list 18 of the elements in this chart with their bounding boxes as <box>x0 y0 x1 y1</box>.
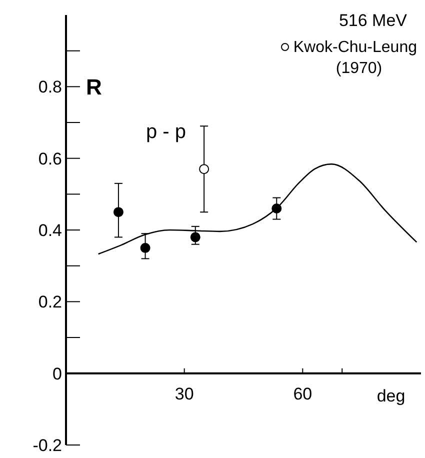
y-axis-title: R <box>86 74 102 100</box>
y-tick-label: 0 <box>52 364 62 384</box>
line-series <box>98 163 418 255</box>
legend-label: Kwok-Chu-Leung (1970) <box>293 39 417 77</box>
y-tick-label: 0.8 <box>38 78 62 97</box>
annotation: p - p <box>146 121 186 143</box>
annotation: 516 MeV <box>338 11 408 30</box>
y-tick-label: 0.4 <box>38 220 62 240</box>
point <box>199 164 210 174</box>
point <box>113 207 124 218</box>
y-tick-label: -0.2 <box>32 436 62 455</box>
x-tick-label: 60 <box>293 384 312 404</box>
x-tick-label: 30 <box>174 384 194 404</box>
x-axis-title: deg <box>376 386 406 406</box>
point <box>190 232 200 242</box>
y-tick-label: 0.6 <box>38 149 62 168</box>
y-tick-label: 0.2 <box>38 292 62 312</box>
point <box>140 242 150 253</box>
